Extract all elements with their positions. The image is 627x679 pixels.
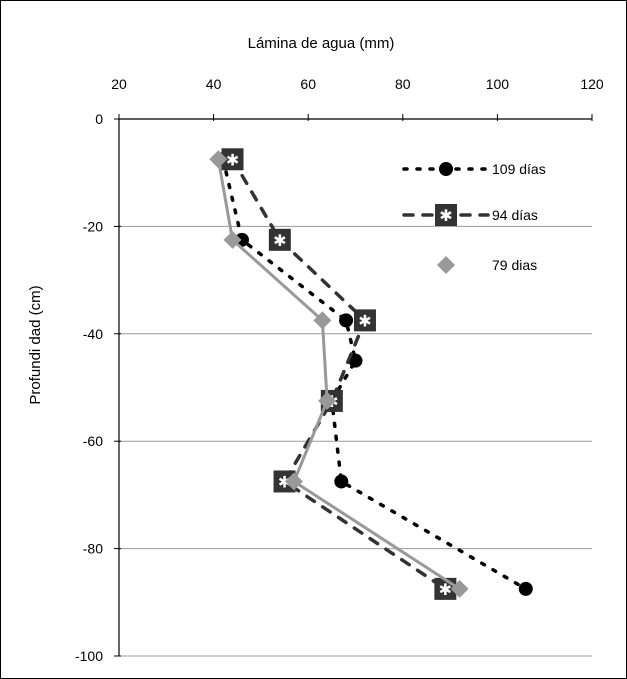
data-point <box>348 353 363 368</box>
data-point <box>450 579 469 598</box>
asterisk-glyph: ✱ <box>278 472 291 491</box>
asterisk-glyph: ✱ <box>439 206 452 225</box>
marker-square <box>268 228 291 251</box>
legend: 109 días ✱ 94 días 79 dias <box>402 161 546 274</box>
grid-lines <box>119 225 592 657</box>
marker-square <box>353 309 376 332</box>
legend-marker: ✱ <box>435 204 457 226</box>
legend-item: 109 días <box>402 161 546 177</box>
x-tick-label: 80 <box>395 76 411 92</box>
data-point <box>339 313 354 328</box>
legend-marker <box>437 256 455 274</box>
y-tick-label: -20 <box>83 218 103 234</box>
asterisk-glyph: ✱ <box>273 231 286 250</box>
y-tick-label: -40 <box>83 326 103 342</box>
data-point <box>334 474 349 489</box>
x-axis-title: Lámina de agua (mm) <box>248 35 395 52</box>
marker-square <box>435 204 457 226</box>
x-tick-label: 20 <box>111 76 127 92</box>
data-point: ✱ <box>273 470 296 493</box>
x-tick-label: 60 <box>300 76 316 92</box>
y-tick-label: 0 <box>95 111 103 127</box>
data-point: ✱ <box>268 228 291 251</box>
legend-marker <box>439 162 453 176</box>
series-line <box>216 157 462 591</box>
marker-square <box>221 148 244 171</box>
data-point <box>518 581 533 596</box>
data-point <box>209 150 228 169</box>
y-tick-label: -80 <box>83 541 103 557</box>
legend-item: ✱ 94 días <box>402 204 538 226</box>
x-tick-label: 100 <box>486 76 510 92</box>
x-tick-label: 120 <box>580 76 604 92</box>
legend-label: 109 días <box>492 161 546 177</box>
data-point <box>285 472 304 491</box>
asterisk-glyph: ✱ <box>439 580 452 599</box>
data-point: ✱ <box>221 148 244 171</box>
data-point: ✱ <box>353 309 376 332</box>
legend-label: 94 días <box>492 207 538 223</box>
legend-item: 79 dias <box>437 256 537 274</box>
y-axis-title: Profundi dad (cm) <box>27 285 44 404</box>
data-point <box>318 391 337 410</box>
series-layer: ✱ ✱ ✱ ✱ ✱ ✱ <box>209 148 533 600</box>
marker-square <box>273 470 296 493</box>
series-line <box>230 157 448 591</box>
data-point <box>313 311 332 330</box>
y-tick-label: -60 <box>83 433 103 449</box>
x-tick-label: 40 <box>206 76 222 92</box>
axes: 20 40 60 80 100 120 0 -20 -40 -60 -80 -100 <box>75 76 604 664</box>
legend-label: 79 dias <box>492 257 537 273</box>
y-tick-label: -100 <box>75 648 103 664</box>
series-3 <box>209 150 469 598</box>
data-point <box>223 230 242 249</box>
asterisk-glyph: ✱ <box>358 311 371 330</box>
asterisk-glyph: ✱ <box>226 150 239 169</box>
